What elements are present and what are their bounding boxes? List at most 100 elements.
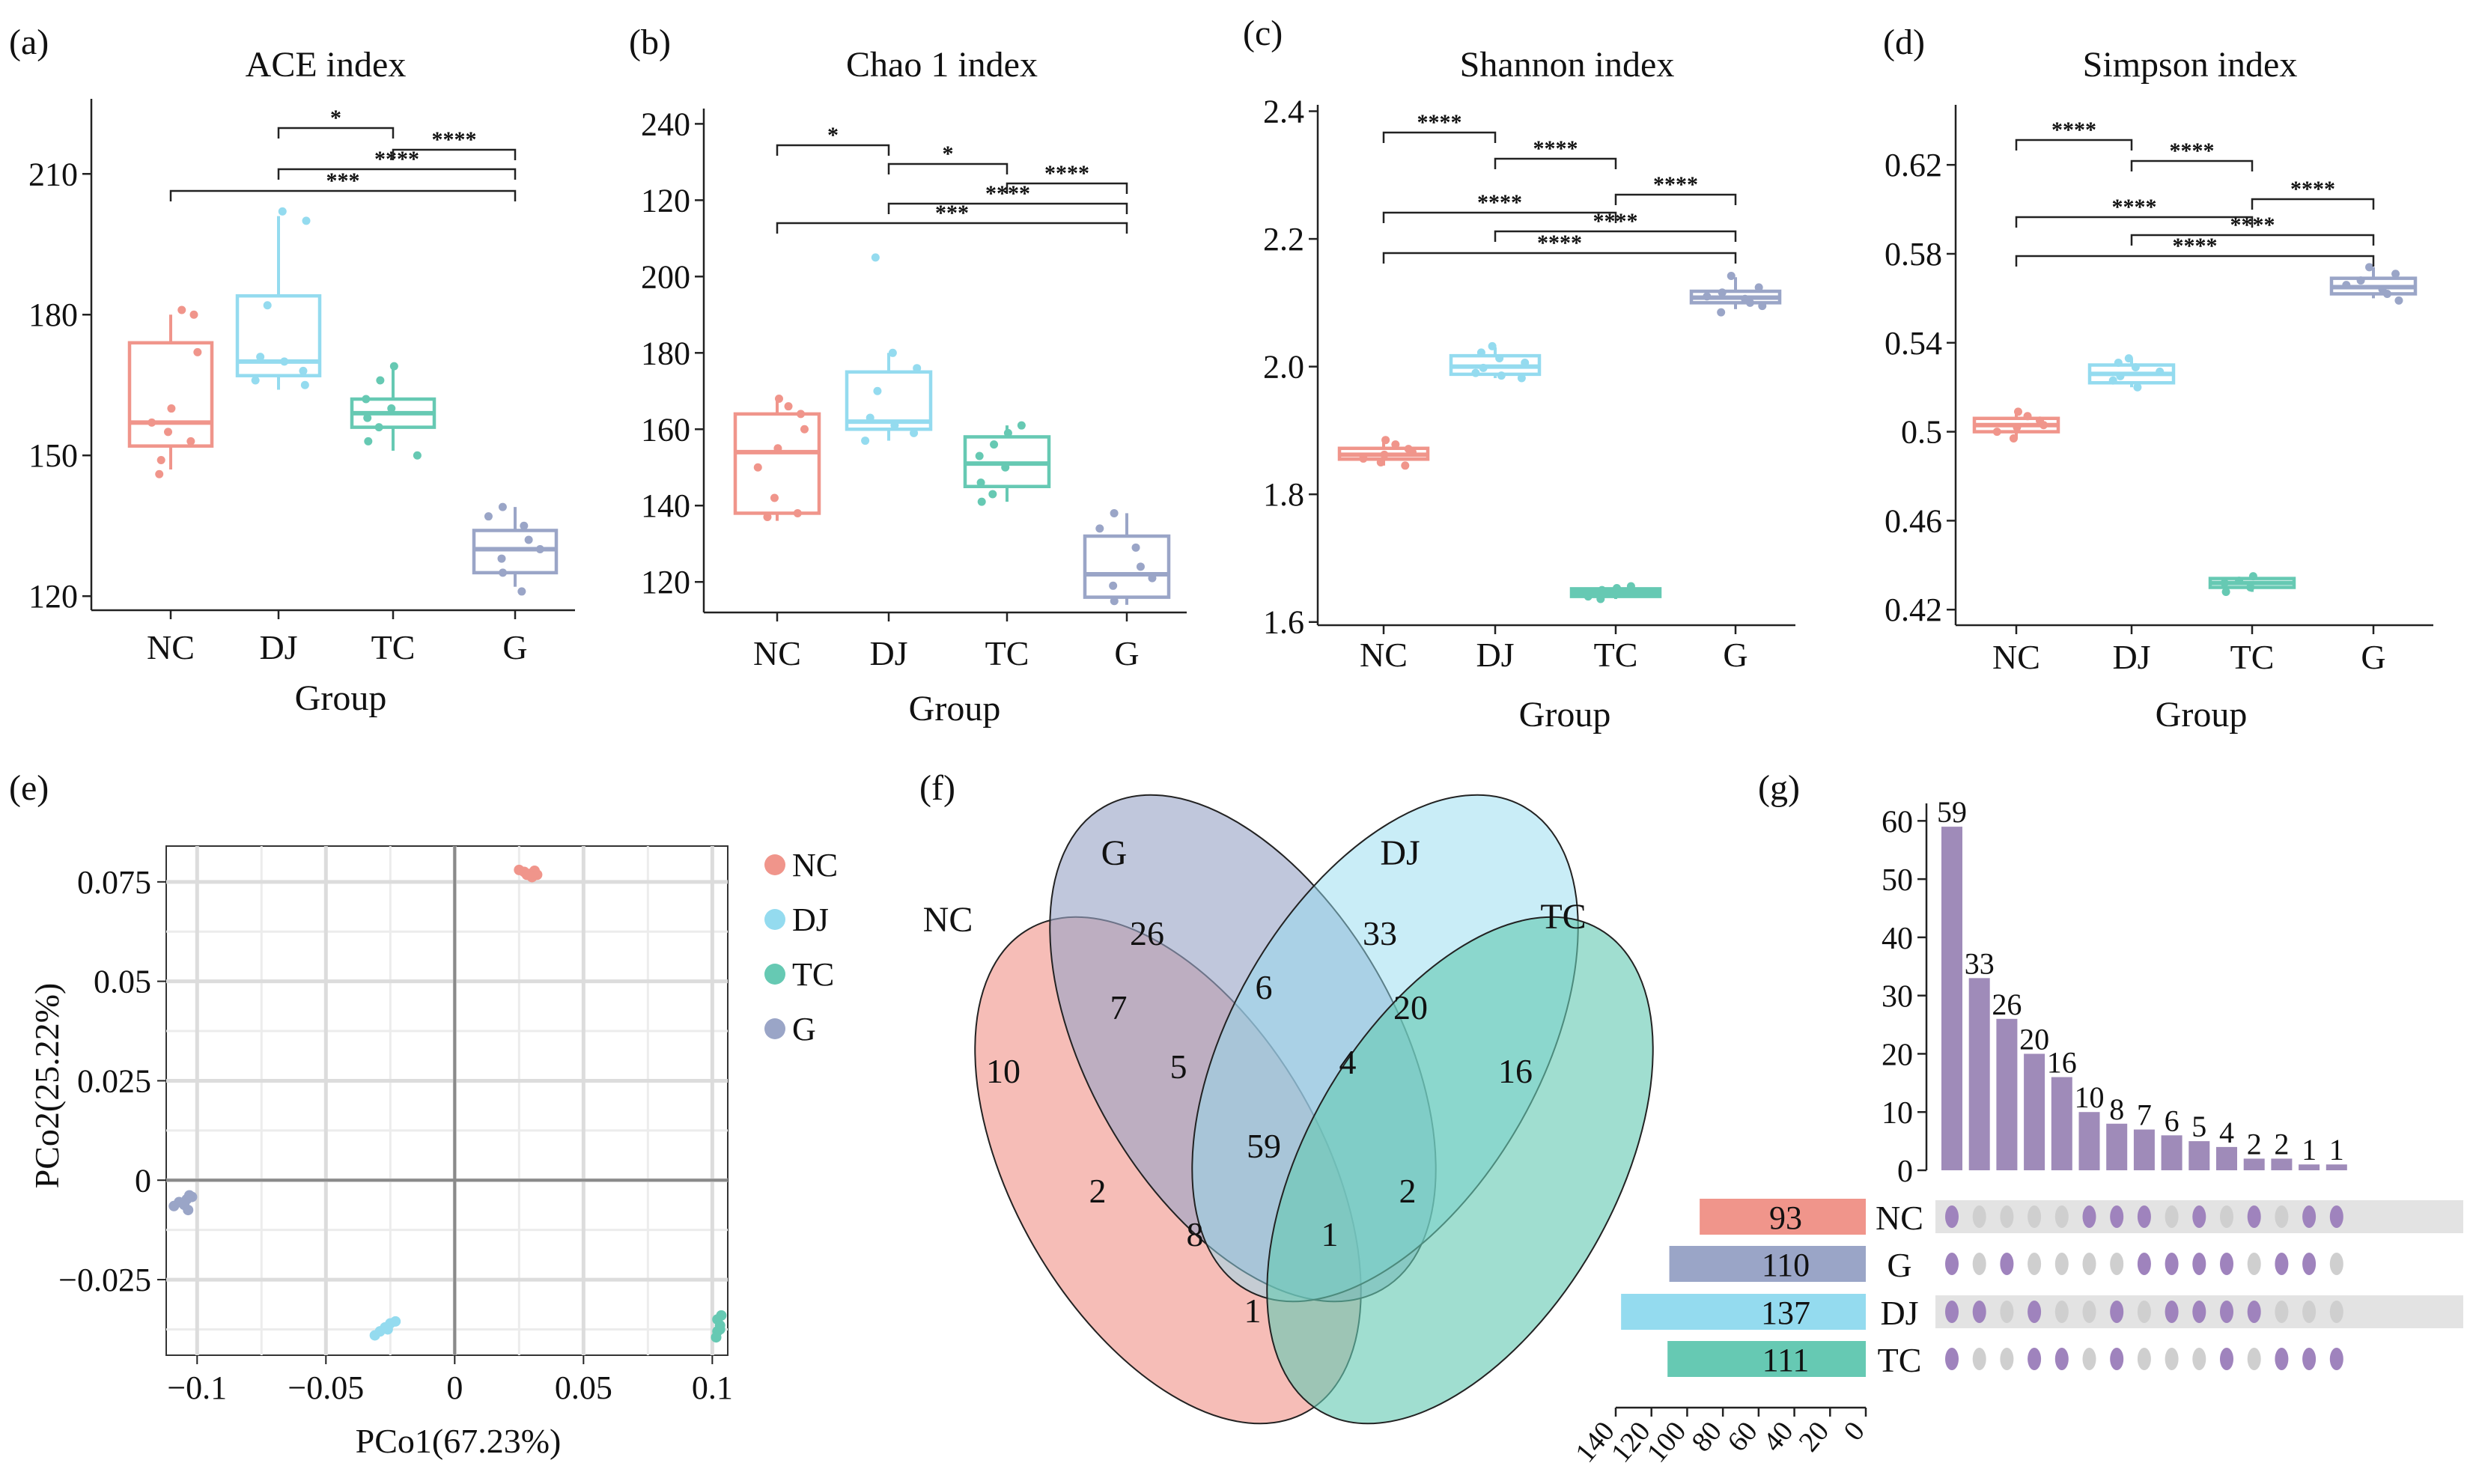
box-point xyxy=(2246,583,2255,592)
significance-bracket xyxy=(2251,198,2375,210)
significance-bracket xyxy=(277,168,517,180)
significance-bracket xyxy=(1382,252,1737,264)
box-point xyxy=(1741,294,1750,303)
set-size-label: 111 xyxy=(1762,1342,1810,1378)
significance-bracket xyxy=(392,148,517,160)
upset-dot-off xyxy=(2220,1205,2233,1228)
upset-dot-off xyxy=(2329,1253,2343,1275)
set-size-tick-label: 0 xyxy=(1838,1416,1871,1447)
upset-bar-label: 5 xyxy=(2191,1110,2206,1143)
legend-label: NC xyxy=(792,847,838,884)
upset-dot-on xyxy=(2165,1253,2179,1275)
x-tick-label: NC xyxy=(1992,638,2040,676)
box-point xyxy=(1479,363,1488,372)
upset-y-tick-label: 0 xyxy=(1897,1155,1913,1189)
venn-region-count: 8 xyxy=(1187,1215,1204,1253)
upset-dot-on xyxy=(2054,1348,2069,1370)
box-point xyxy=(2235,577,2244,586)
y-tick-label: 180 xyxy=(641,335,690,371)
legend-marker-nc xyxy=(764,854,785,875)
venn-region-count: 10 xyxy=(986,1052,1020,1090)
upset-dot-on xyxy=(2192,1301,2206,1323)
panel-c-shannon-boxplot: (c) Shannon index Group 1.6 1.8 2.0 2.2 2.4 N… xyxy=(1243,13,1795,735)
box-point xyxy=(497,554,506,563)
upset-dot-off xyxy=(2028,1253,2042,1275)
upset-bar-label: 26 xyxy=(1992,988,2022,1021)
box-point xyxy=(1131,543,1140,552)
upset-dot-off xyxy=(2082,1253,2096,1275)
significance-label: **** xyxy=(1537,231,1582,255)
significance-bracket xyxy=(1382,211,1617,223)
box-point xyxy=(977,497,986,506)
box-point xyxy=(299,366,308,375)
y-tick-label: 1.8 xyxy=(1263,476,1304,513)
upset-bar-label: 33 xyxy=(1965,946,1995,980)
x-tick-label: −0.1 xyxy=(167,1369,227,1406)
upset-dot-on xyxy=(2329,1348,2343,1370)
box-point xyxy=(517,587,526,596)
box-point xyxy=(1003,428,1012,437)
box-point xyxy=(1727,272,1736,281)
box-point xyxy=(774,394,783,403)
box-point xyxy=(1110,508,1119,517)
upset-bar xyxy=(1941,827,1962,1170)
upset-dot-off xyxy=(2165,1348,2179,1370)
y-tick-label: 0.025 xyxy=(77,1062,151,1099)
upset-dot-off xyxy=(2275,1205,2289,1228)
box-point xyxy=(376,376,385,385)
box-point xyxy=(278,207,287,216)
significance-label: * xyxy=(330,106,341,130)
upset-bar-label: 6 xyxy=(2165,1104,2180,1137)
box-point xyxy=(251,376,260,385)
set-size-tick-label: 100 xyxy=(1641,1416,1693,1469)
upset-dot-on xyxy=(2247,1205,2261,1228)
x-tick-label: NC xyxy=(1360,636,1408,674)
panel-b-tag: (b) xyxy=(629,22,671,62)
box-point xyxy=(300,380,309,389)
upset-dot-off xyxy=(2165,1205,2179,1228)
x-tick-label: DJ xyxy=(1476,636,1514,674)
upset-dot-on xyxy=(2000,1253,2014,1275)
box-point xyxy=(2023,412,2032,421)
upset-dot-off xyxy=(1972,1348,1986,1370)
box-point xyxy=(156,455,165,464)
upset-dot-on xyxy=(2220,1301,2233,1323)
upset-dot-off xyxy=(2247,1253,2261,1275)
upset-dot-off xyxy=(2082,1301,2096,1323)
upset-dot-off xyxy=(2028,1205,2042,1228)
box-point xyxy=(302,216,311,225)
significance-label: **** xyxy=(1653,172,1698,197)
upset-dot-on xyxy=(2275,1348,2289,1370)
x-tick-label: DJ xyxy=(2112,638,2150,676)
upset-bar xyxy=(1968,978,1990,1170)
upset-dot-on xyxy=(1945,1205,1959,1228)
box-point xyxy=(1401,461,1410,470)
panel-d-simpson-boxplot: (d) Simpson index Group 0.42 0.46 0.5 0.54 0… xyxy=(1883,22,2433,735)
box-point xyxy=(363,413,372,422)
x-tick-label: DJ xyxy=(869,634,907,672)
box-point xyxy=(888,348,897,357)
x-tick-label: TC xyxy=(1594,636,1638,674)
box-point xyxy=(1404,445,1413,454)
x-tick-label: NC xyxy=(147,628,195,666)
y-tick-label: 0.54 xyxy=(1885,325,1942,362)
significance-label: *** xyxy=(326,168,360,193)
box-point xyxy=(498,502,507,511)
panel-a-tag: (a) xyxy=(9,22,49,62)
significance-label: **** xyxy=(1533,136,1578,161)
box-point xyxy=(1110,597,1119,606)
box-point xyxy=(2108,376,2117,385)
panel-c-title: Shannon index xyxy=(1460,45,1675,85)
box-point xyxy=(793,508,802,517)
upset-bar-label: 8 xyxy=(2109,1092,2124,1126)
box-point xyxy=(2124,354,2133,363)
x-tick-label: 0.05 xyxy=(555,1369,612,1406)
y-tick-label: 2.2 xyxy=(1263,221,1304,258)
box-point xyxy=(2342,281,2351,290)
x-tick-label: G xyxy=(1723,636,1747,674)
box-point xyxy=(2394,296,2403,305)
upset-dot-on xyxy=(2137,1205,2151,1228)
box-point xyxy=(1095,524,1104,533)
box-point xyxy=(784,402,793,411)
upset-dot-off xyxy=(2110,1253,2124,1275)
